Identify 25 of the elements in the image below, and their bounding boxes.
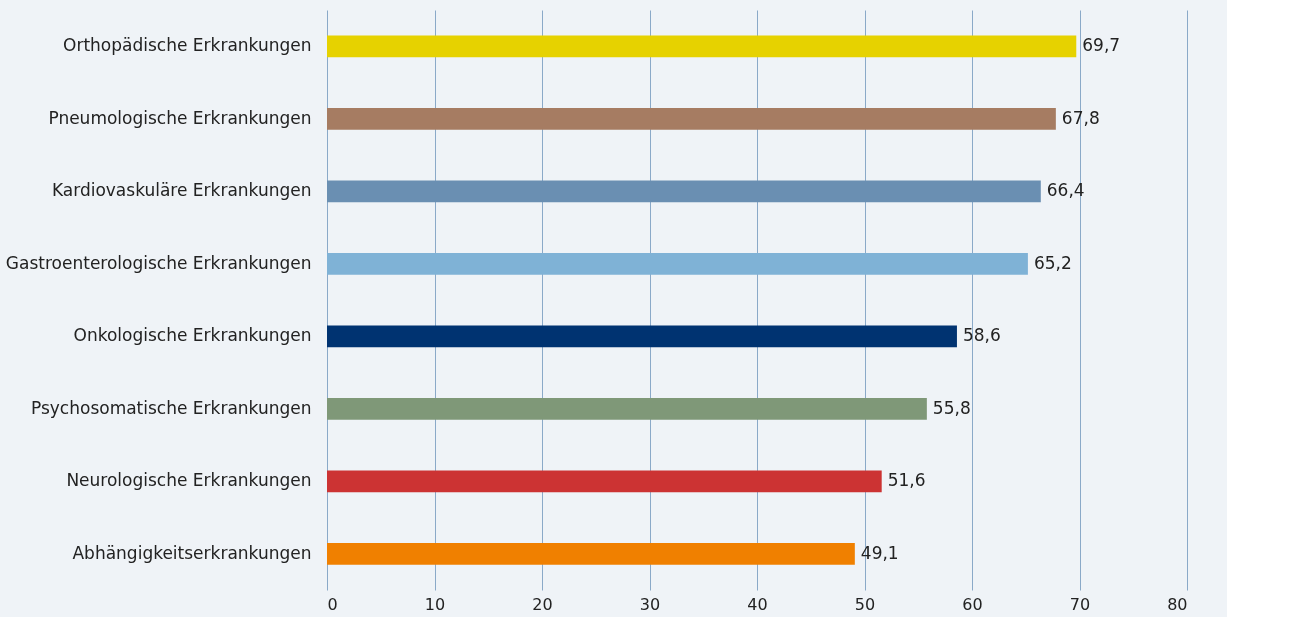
x-tick-label: 50 [854,594,876,614]
x-tick-label: 30 [639,594,661,614]
y-tick-label: Onkologische Erkrankungen [73,325,312,346]
x-tick-label: 70 [1069,594,1091,614]
x-tick-label: 0 [327,594,338,614]
x-tick-label: 40 [747,594,768,614]
y-tick-label: Pneumologische Erkrankungen [48,107,312,128]
data-label: 66,4 [1046,180,1085,201]
x-tick-label: 10 [424,594,446,614]
x-tick-label: 20 [532,594,553,614]
data-label: 65,2 [1033,252,1072,273]
data-label: 58,6 [962,325,1001,346]
x-tick-label: 80 [1167,594,1188,614]
y-tick-label: Neurologische Erkrankungen [66,470,312,491]
y-tick-label: Kardiovaskuläre Erkrankungen [51,180,312,201]
y-tick-label: Orthopädische Erkrankungen [63,35,312,56]
data-label: 49,1 [860,542,899,563]
data-label: 55,8 [932,397,971,418]
data-label: 69,7 [1082,35,1121,56]
y-tick-label: Abhängigkeitserkrankungen [72,542,312,563]
x-tick-label: 60 [962,594,983,614]
data-label: 67,8 [1061,107,1100,128]
data-label: 51,6 [887,470,926,491]
y-tick-label: Psychosomatische Erkrankungen [30,397,312,418]
y-tick-label: Gastroenterologische Erkrankungen [5,252,312,273]
